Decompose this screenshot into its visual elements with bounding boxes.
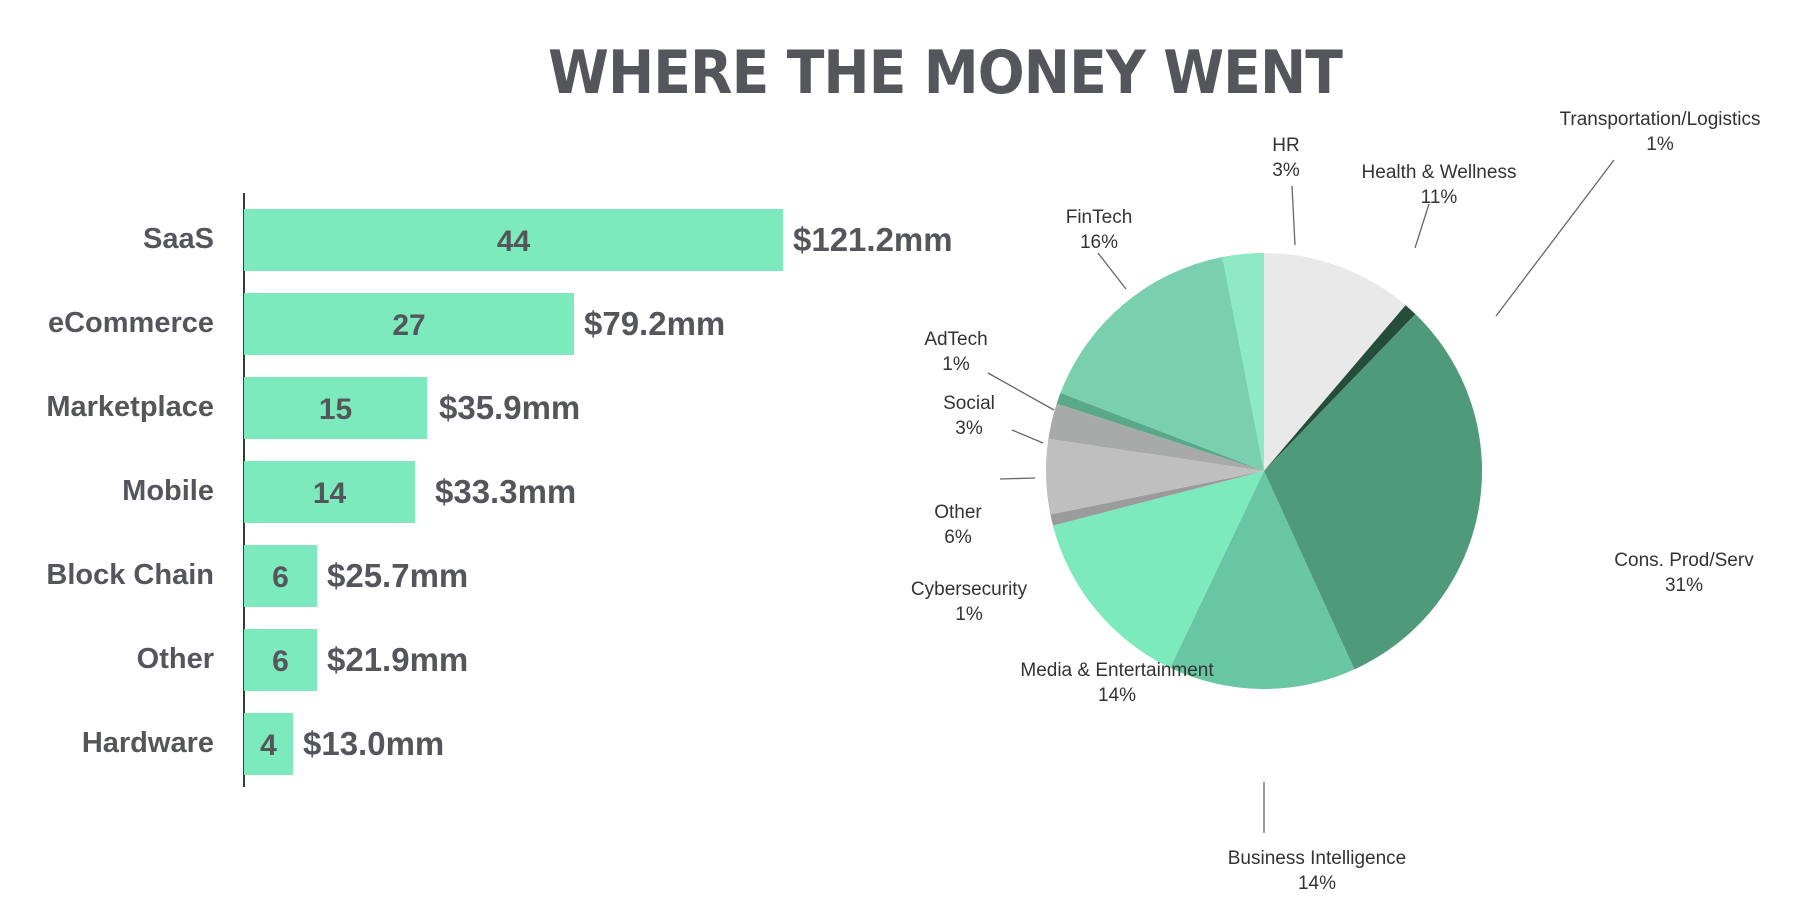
category-label: Hardware (81, 727, 214, 759)
pie-label-percent: 16% (1079, 232, 1119, 253)
pie-label: Cons. Prod/Serv 31% (1614, 548, 1753, 598)
pie-label-name: Transportation/Logistics (1559, 109, 1761, 130)
pie-label: Cybersecurity 1% (911, 577, 1027, 627)
pie-slice (1045, 438, 1264, 515)
bar-row: Other 6 $21.9mm (0, 629, 1000, 691)
leader-line (987, 372, 1055, 411)
pie-label-name: Media & Entertainment (1020, 660, 1214, 681)
pie-label-name: Cons. Prod/Serv (1614, 550, 1754, 571)
category-label: eCommerce (47, 307, 214, 339)
pie-label: Other 6% (934, 500, 982, 550)
pie-label-percent: 1% (955, 604, 983, 625)
pie-slice (1222, 253, 1264, 471)
category-label: Block Chain (46, 559, 214, 591)
pie-label: FinTech 16% (1066, 205, 1133, 255)
bar (244, 713, 293, 775)
pie-slice (1052, 471, 1264, 668)
pie-label-name: HR (1272, 135, 1300, 156)
bar-row: Marketplace 15 $35.9mm (0, 377, 1000, 439)
bar-count-label: 6 (272, 645, 289, 678)
pie-label-percent: 31% (1664, 575, 1704, 596)
pie-label-percent: 3% (1272, 160, 1300, 181)
bar-count-label: 27 (392, 309, 426, 342)
chart-title: WHERE THE MONEY WENT (547, 38, 1343, 108)
pie-label-name: FinTech (1065, 207, 1133, 228)
category-label: Mobile (122, 475, 214, 507)
pie-label: Media & Entertainment 14% (1020, 658, 1213, 708)
bar (244, 461, 415, 523)
leader-line (1097, 252, 1127, 290)
pie-label-percent: 1% (942, 354, 970, 375)
bar-count-label: 6 (272, 561, 289, 594)
pie-label: HR 3% (1272, 133, 1299, 183)
pie-slice (1264, 305, 1416, 471)
pie-slice (1170, 471, 1355, 689)
category-label: Marketplace (46, 391, 214, 423)
pie-label-percent: 1% (1646, 134, 1674, 155)
pie-label-name: Cybersecurity (910, 579, 1028, 600)
pie-label-percent: 6% (944, 527, 972, 548)
bar-row: eCommerce 27 $79.2mm (0, 293, 1000, 355)
bar-count-label: 14 (312, 477, 347, 510)
pie-slice (1060, 257, 1264, 471)
pie-label-percent: 11% (1420, 187, 1458, 208)
bar-row: Mobile 14 $33.3mm (0, 461, 1000, 523)
bar-amount-label: $25.7mm (327, 557, 469, 594)
pie-label: Health & Wellness 11% (1362, 160, 1517, 210)
pie-label-name: Other (934, 502, 982, 523)
pie-label-name: Social (943, 393, 995, 414)
bar (244, 209, 783, 271)
pie-label-percent: 14% (1297, 873, 1337, 894)
leader-line (999, 477, 1036, 480)
pie-slice (1050, 471, 1264, 526)
pie-label-percent: 3% (955, 418, 983, 439)
bar-amount-label: $13.0mm (303, 725, 445, 762)
pie-slice (1048, 403, 1264, 471)
pie-label: Transportation/Logistics 1% (1559, 107, 1760, 157)
bar (244, 377, 427, 439)
pie-slice (1056, 392, 1264, 471)
bar-amount-label: $33.3mm (435, 473, 577, 510)
leader-line (1414, 203, 1430, 249)
pie-slice (1264, 253, 1406, 471)
pie-label: Social 3% (943, 391, 995, 441)
bar-row: SaaS 44 $121.2mm (0, 209, 1000, 271)
category-label: Other (136, 643, 214, 675)
bar-amount-label: $35.9mm (439, 389, 581, 426)
bar-count-label: 15 (318, 393, 353, 426)
pie-label-name: Business Intelligence (1227, 848, 1407, 869)
pie-label-percent: 14% (1097, 685, 1137, 706)
pie-label: Business Intelligence 14% (1228, 846, 1407, 896)
leader-line (1495, 159, 1615, 317)
bar-row: Hardware 4 $13.0mm (0, 713, 1000, 775)
bar-count-label: 4 (260, 729, 277, 762)
bar-amount-label: $79.2mm (584, 305, 726, 342)
leader-line (1291, 185, 1296, 246)
bar-amount-label: $21.9mm (327, 641, 469, 678)
bar-row: Block Chain 6 $25.7mm (0, 545, 1000, 607)
bar-amount-label: $121.2mm (793, 221, 953, 258)
bar (244, 629, 317, 691)
bar-count-label: 44 (496, 225, 531, 258)
bar-chart: SaaS 44 $121.2mm eCommerce 27 $79.2mm Marketpl… (0, 193, 1000, 787)
pie-label-name: AdTech (924, 329, 988, 350)
pie-slice (1264, 314, 1483, 670)
bar (244, 545, 317, 607)
category-label: SaaS (143, 223, 214, 255)
pie-label: AdTech 1% (924, 327, 987, 377)
pie-label-name: Health & Wellness (1361, 162, 1517, 183)
bar (244, 293, 574, 355)
leader-line (1011, 429, 1044, 444)
